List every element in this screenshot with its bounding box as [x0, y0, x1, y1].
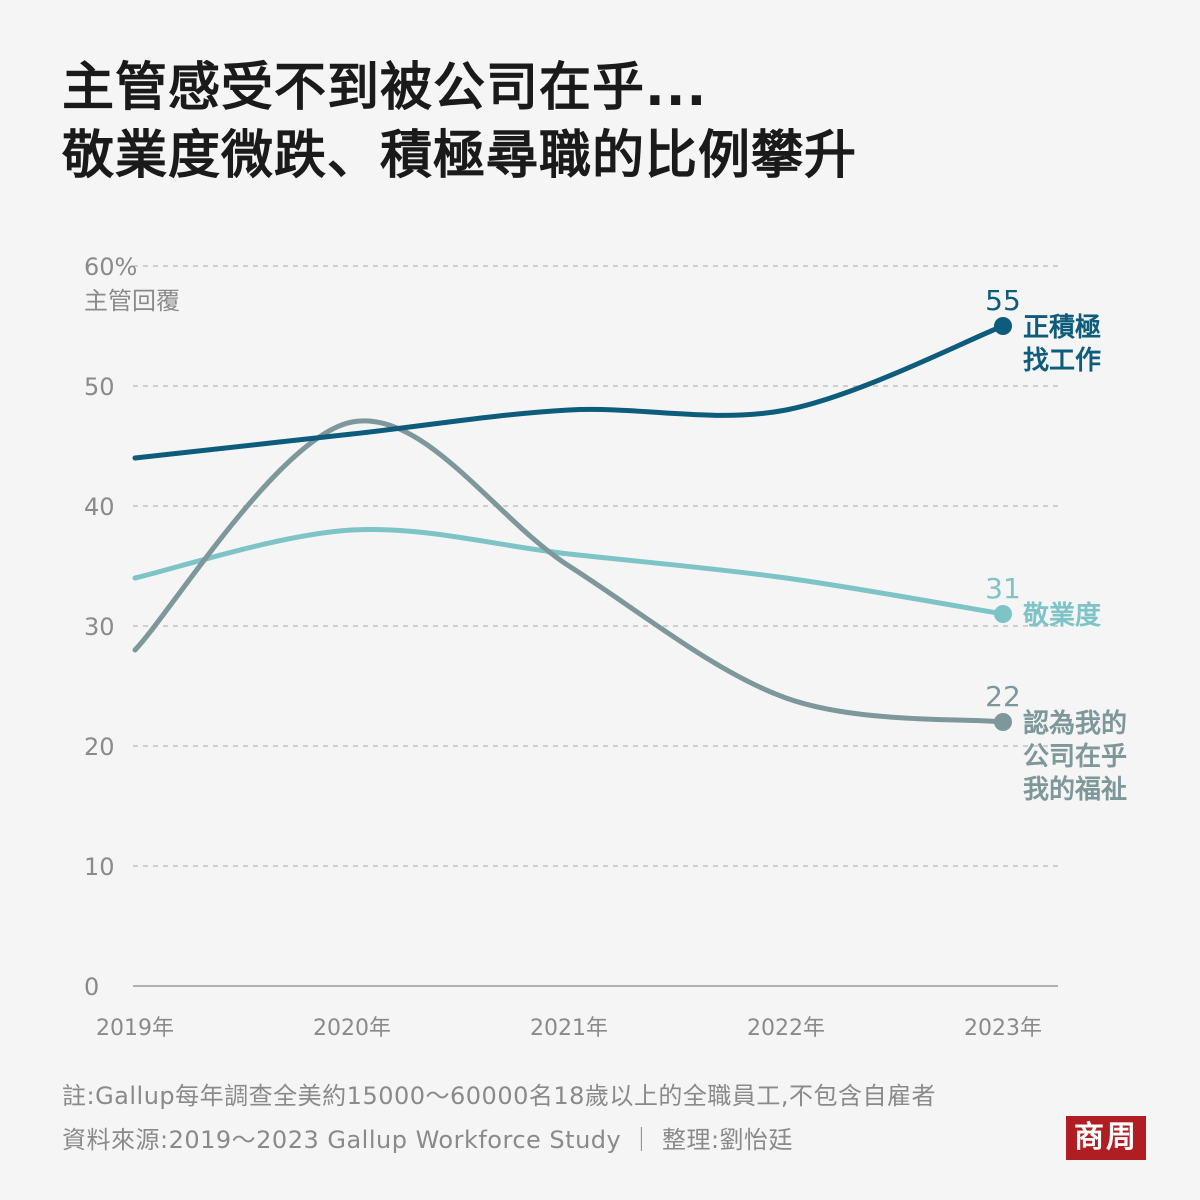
y-axis-labels: 0 10 20 30 40 50 60% — [84, 253, 137, 1001]
series-end-point-0 — [994, 317, 1012, 335]
chart-title-line-1: 主管感受不到被公司在乎... — [62, 58, 708, 118]
chart-title-line-2: 敬業度微跌、積極尋職的比例攀升 — [62, 126, 858, 186]
series-label-1-line-0: 敬業度 — [1022, 600, 1101, 631]
y-tick-label-0: 0 — [84, 973, 99, 1001]
series-line-2 — [132, 418, 1006, 725]
x-tick-label-4: 2023年 — [964, 1016, 1042, 1041]
series-end-value-2: 22 — [985, 680, 1021, 713]
chart-title: 主管感受不到被公司在乎... 敬業度微跌、積極尋職的比例攀升 — [62, 54, 857, 190]
series-end-point-1 — [994, 605, 1012, 623]
y-tick-label-5: 50 — [84, 373, 115, 401]
y-tick-label-3: 30 — [84, 613, 115, 641]
line-chart: 0 10 20 30 40 50 60% 主管回覆 2019年 2020年 2021年 2022年… — [84, 253, 1127, 1041]
series-end-value-0: 55 — [985, 284, 1021, 317]
x-tick-label-1: 2020年 — [313, 1016, 391, 1041]
series-end-value-1: 31 — [985, 572, 1021, 605]
x-axis-labels: 2019年 2020年 2021年 2022年 2023年 — [96, 1016, 1042, 1041]
publisher-logo: 商周 — [1066, 1116, 1146, 1160]
y-tick-label-1: 10 — [84, 853, 115, 881]
series-label-2-line-1: 公司在乎 — [1023, 742, 1127, 772]
series-label-0-line-0: 正積極 — [1023, 313, 1101, 343]
x-tick-label-0: 2019年 — [96, 1016, 174, 1041]
y-tick-label-4: 40 — [84, 493, 115, 521]
series-label-0-line-1: 找工作 — [1023, 346, 1101, 376]
series-label-2-line-0: 認為我的 — [1023, 708, 1127, 739]
source-credit: 資料來源:2019～2023 Gallup Workforce Study ｜ … — [62, 1126, 794, 1154]
series-line-1 — [132, 527, 1006, 617]
grid-layer — [133, 265, 1058, 987]
series-line-0 — [132, 323, 1006, 461]
footnote: 註:Gallup每年調查全美約15000～60000名18歲以上的全職員工,不包… — [62, 1082, 937, 1110]
y-tick-label-6: 60% — [84, 253, 137, 281]
series-label-2-line-2: 我的福祉 — [1023, 774, 1127, 805]
series-end-point-2 — [994, 713, 1012, 731]
x-tick-label-2: 2021年 — [530, 1016, 608, 1041]
x-tick-label-3: 2022年 — [747, 1016, 825, 1041]
y-tick-label-2: 20 — [84, 733, 115, 761]
y-axis-title: 主管回覆 — [84, 287, 180, 315]
